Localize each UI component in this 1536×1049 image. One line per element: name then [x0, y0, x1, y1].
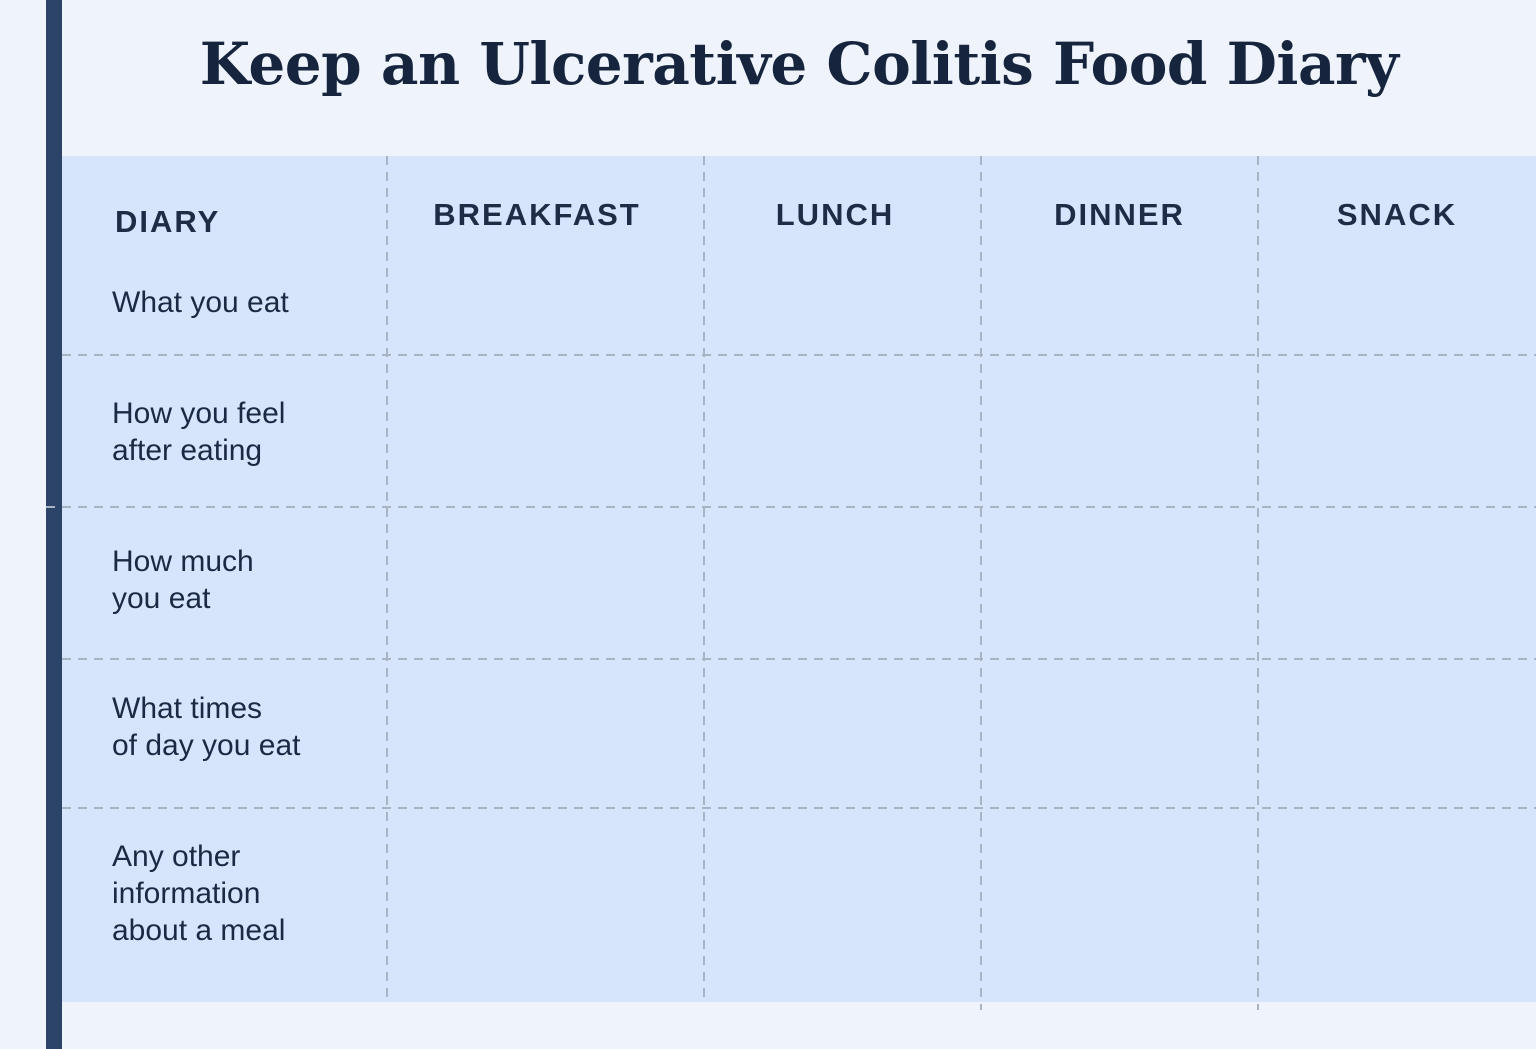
- diary-header: DIARY: [115, 204, 221, 239]
- row-label-line: How much: [112, 545, 254, 578]
- row-label-how-much: How much you eat: [112, 543, 372, 617]
- row-label-line: What times: [112, 692, 263, 725]
- row-label-how-you-feel: How you feel after eating: [112, 395, 372, 469]
- column-header-lunch: LUNCH: [775, 197, 895, 232]
- page-title: Keep an Ulcerative Colitis Food Diary: [199, 30, 1399, 98]
- row-label-line: about a meal: [112, 914, 286, 947]
- row-label-what-times: What times of day you eat: [112, 690, 372, 764]
- row-label-line: How you feel: [112, 397, 286, 430]
- food-diary-table: [62, 156, 1536, 1002]
- row-label-line: of day you eat: [112, 729, 301, 762]
- row-label-line: after eating: [112, 434, 263, 467]
- column-header-snack: SNACK: [1336, 197, 1458, 232]
- column-header-breakfast: BREAKFAST: [433, 197, 641, 232]
- row-label-what-you-eat: What you eat: [112, 284, 372, 321]
- row-label-other-info: Any other information about a meal: [112, 838, 372, 949]
- row-label-line: you eat: [112, 582, 211, 615]
- row-label-line: What you eat: [112, 286, 289, 319]
- row-label-line: information: [112, 877, 261, 910]
- left-accent-bar: [46, 0, 62, 1049]
- column-header-dinner: DINNER: [1054, 197, 1185, 232]
- row-label-line: Any other: [112, 840, 241, 873]
